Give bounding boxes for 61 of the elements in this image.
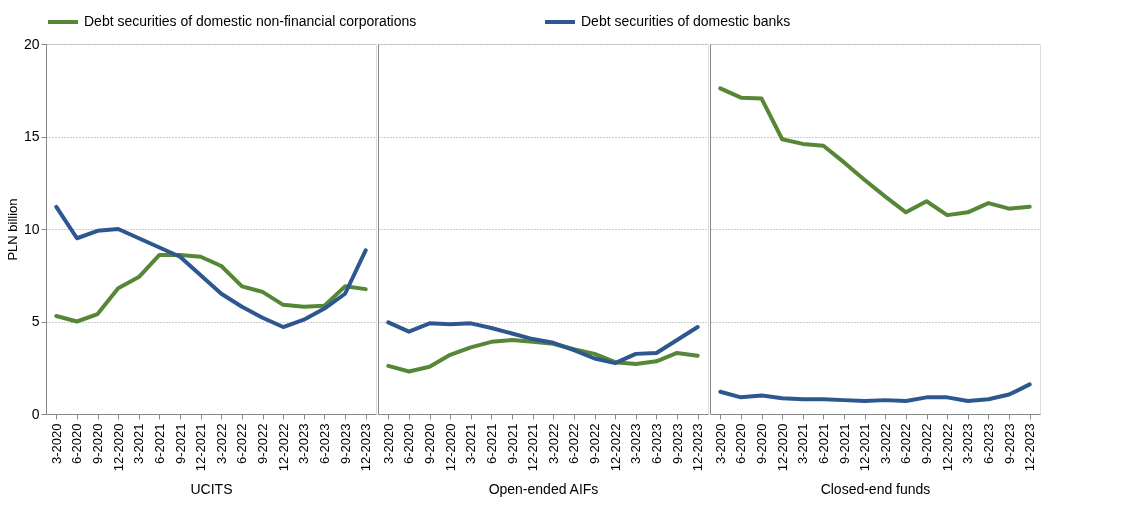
x-tick-label: 12-2021	[857, 423, 873, 472]
x-tick-label: 3-2020	[380, 423, 396, 464]
x-tick-label: 12-2022	[607, 423, 623, 472]
x-tick-label: 6-2022	[566, 423, 582, 464]
line-series	[54, 252, 368, 324]
x-tick-label: 3-2022	[213, 423, 229, 464]
x-tick-label: 12-2022	[939, 423, 955, 472]
y-tick-label: 15	[23, 128, 40, 144]
x-tick-label: 6-2021	[151, 423, 167, 464]
x-tick-label: 9-2022	[255, 423, 271, 464]
x-tick-label: 3-2023	[628, 423, 644, 464]
x-tick-label: 12-2021	[525, 423, 541, 472]
x-tick-label: 3-2023	[296, 423, 312, 464]
y-tick-label: 10	[23, 220, 40, 237]
x-tick-label: 12-2023	[690, 423, 706, 472]
x-tick-label: 6-2020	[401, 423, 417, 464]
y-axis-title: PLN billion	[4, 198, 20, 261]
x-tick-label: 6-2023	[316, 423, 332, 464]
x-tick-label: 12-2023	[358, 423, 374, 472]
x-tick-label: 9-2021	[172, 423, 188, 464]
x-tick-label: 12-2023	[1022, 423, 1038, 472]
x-axis-title: UCITS	[190, 481, 233, 498]
x-axis-title: Open-ended AIFs	[488, 481, 599, 498]
x-tick-label: 3-2020	[48, 423, 64, 464]
y-tick-label: 20	[23, 35, 40, 52]
x-tick-label: 12-2021	[193, 423, 209, 472]
x-tick-label: 6-2023	[648, 423, 664, 464]
x-tick-label: 3-2021	[795, 423, 811, 464]
x-tick-label: 3-2021	[463, 423, 479, 464]
x-tick-label: 9-2021	[504, 423, 520, 464]
legend-label: Debt securities of domestic banks	[581, 13, 791, 29]
x-tick-label: 3-2020	[712, 423, 728, 464]
y-tick-label: 0	[31, 405, 40, 422]
x-tick-label: 6-2023	[980, 423, 996, 464]
x-tick-label: 12-2022	[275, 423, 291, 472]
x-tick-label: 3-2021	[131, 423, 147, 464]
x-tick-label: 6-2021	[815, 423, 831, 464]
x-tick-label: 6-2021	[483, 423, 499, 464]
x-tick-label: 9-2023	[669, 423, 685, 464]
x-axis-title: Closed-end funds	[820, 481, 931, 498]
x-tick-label: 3-2023	[960, 423, 976, 464]
x-tick-label: 12-2020	[774, 423, 790, 472]
x-tick-label: 9-2023	[1001, 423, 1017, 464]
x-tick-label: 9-2022	[587, 423, 603, 464]
x-tick-label: 9-2021	[836, 423, 852, 464]
x-tick-label: 12-2020	[442, 423, 458, 472]
line-series	[54, 204, 368, 330]
legend-label: Debt securities of domestic non-financial corporations	[84, 13, 417, 29]
x-tick-label: 6-2020	[69, 423, 85, 464]
x-tick-label: 9-2023	[337, 423, 353, 464]
x-tick-label: 9-2020	[422, 423, 438, 464]
x-tick-label: 12-2020	[110, 423, 126, 472]
x-tick-label: 9-2020	[90, 423, 106, 464]
y-tick-label: 5	[31, 313, 40, 329]
x-tick-label: 6-2022	[234, 423, 250, 464]
x-tick-label: 3-2022	[877, 423, 893, 464]
x-tick-label: 3-2022	[545, 423, 561, 464]
x-tick-label: 9-2022	[919, 423, 935, 464]
x-tick-label: 6-2022	[898, 423, 914, 464]
x-tick-label: 9-2020	[754, 423, 770, 464]
x-tick-label: 6-2020	[733, 423, 749, 464]
